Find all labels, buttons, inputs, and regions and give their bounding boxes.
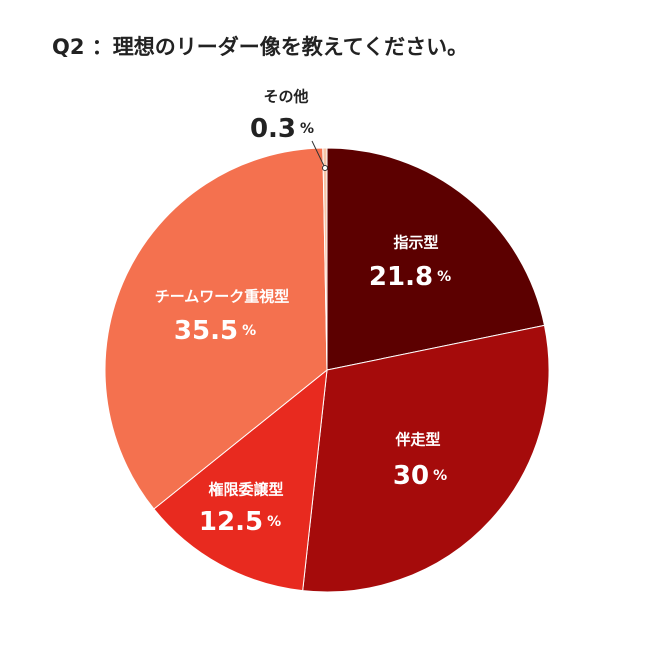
slice-label: その他 <box>263 88 308 106</box>
value-unit: % <box>242 323 256 339</box>
value-label: 35.5% <box>174 316 256 346</box>
value-unit: % <box>267 514 281 530</box>
pie-slice <box>153 368 328 592</box>
value-number: 12.5 <box>199 507 263 537</box>
value-number: 30 <box>393 461 429 491</box>
pie-slice <box>104 147 328 510</box>
value-label: 0.3% <box>250 114 314 144</box>
value-label: 21.8% <box>369 262 451 292</box>
value-unit: % <box>300 121 314 137</box>
pie-slice <box>326 147 546 371</box>
pie-slice <box>302 324 550 593</box>
value-number: 35.5 <box>174 316 238 346</box>
slice-label: 伴走型 <box>394 431 440 449</box>
chart-title: Q2 ：理想のリーダー像を教えてください。 <box>52 35 468 59</box>
slice-label: チームワーク重視型 <box>155 288 290 306</box>
value-label: 30% <box>393 461 447 491</box>
pie-slice <box>322 147 328 371</box>
slice-label: 指示型 <box>393 234 438 252</box>
value-number: 21.8 <box>369 262 433 292</box>
value-number: 0.3 <box>250 114 296 144</box>
leader-dot <box>322 165 328 171</box>
slice-label: 権限委譲型 <box>208 481 283 499</box>
leader-line <box>311 140 326 169</box>
value-label: 12.5% <box>199 507 281 537</box>
value-unit: % <box>437 269 451 285</box>
value-unit: % <box>433 468 447 484</box>
